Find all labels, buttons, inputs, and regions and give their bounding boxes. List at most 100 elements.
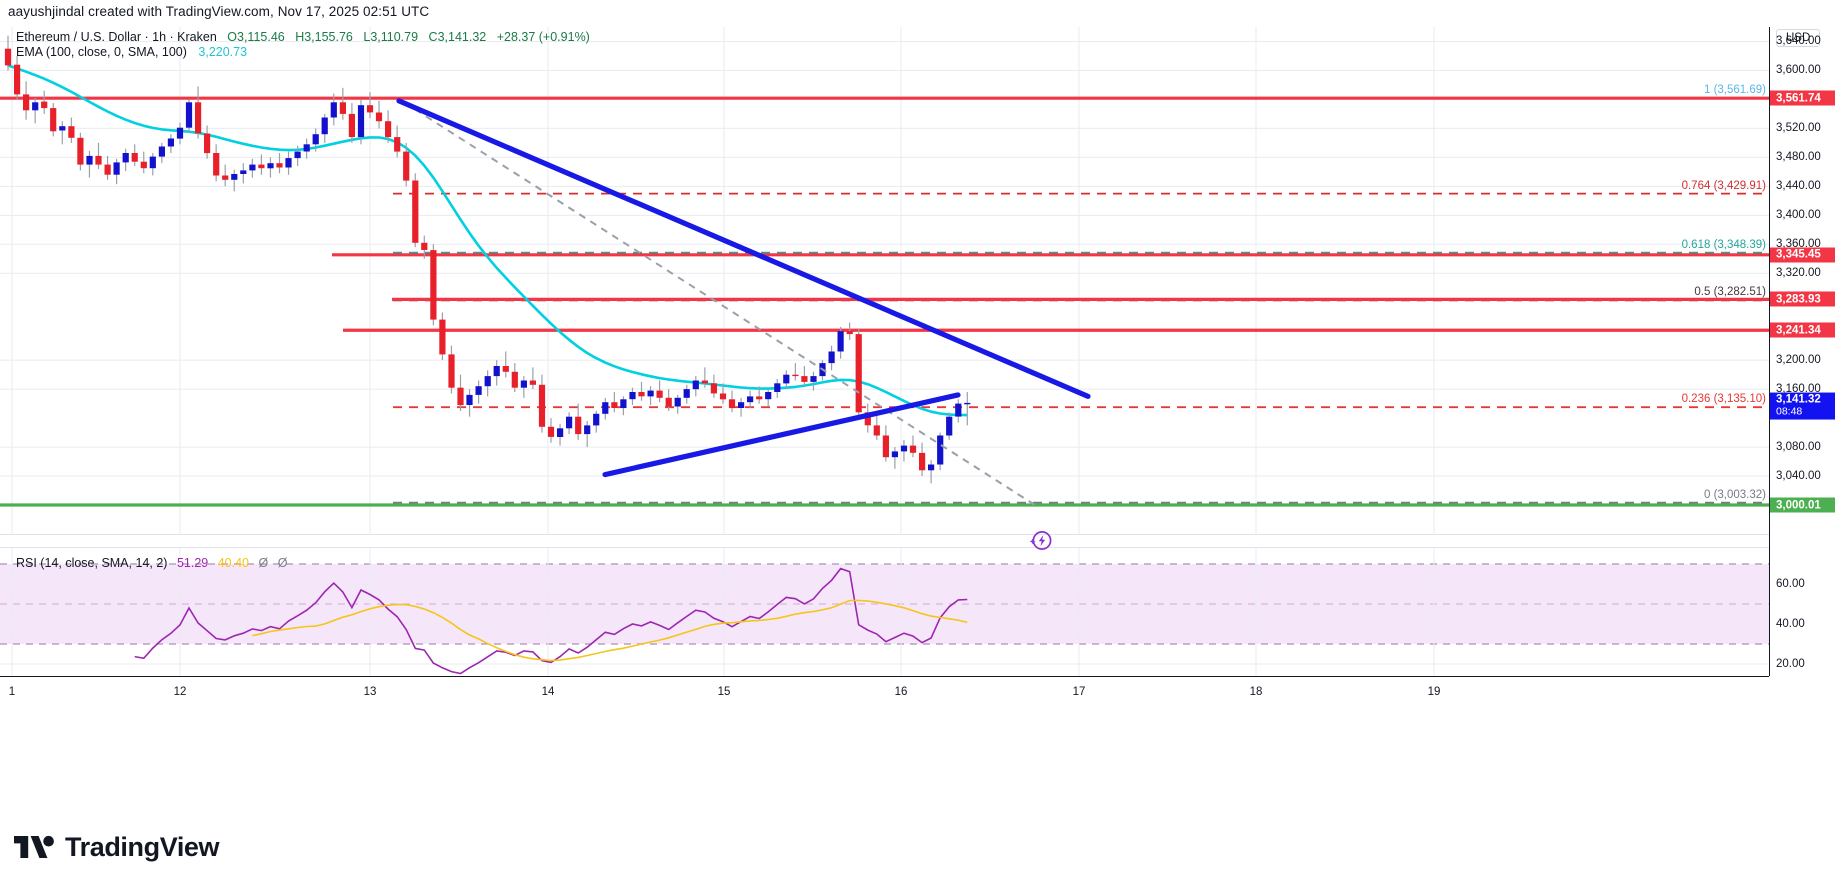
candle-body xyxy=(258,164,265,169)
candle-body xyxy=(303,144,310,152)
candle-body xyxy=(131,153,138,162)
price-axis-badge[interactable]: 3,283.93 xyxy=(1770,291,1835,307)
price-scale[interactable]: USD 3,640.00 3,600.00 3,520.00 3,480.00 3,44… xyxy=(1769,27,1835,676)
candle-body xyxy=(747,396,754,403)
rsi-line xyxy=(134,567,968,675)
candle-body xyxy=(493,366,500,377)
ohlc-change: +28.37 (+0.91%) xyxy=(496,30,590,44)
rsi-indicator-legend[interactable]: RSI (14, close, SMA, 14, 2) 51.29 40.40 … xyxy=(16,556,287,570)
tradingview-logo[interactable]: TradingView xyxy=(14,832,220,863)
price-axis-tick: 3,360.00 xyxy=(1776,238,1821,251)
candle-body xyxy=(864,412,871,426)
rsi-value: 51.29 xyxy=(176,556,209,570)
ohlc-open: O3,115.46 xyxy=(227,30,285,44)
candle-body xyxy=(620,399,627,408)
ohlc-close: C3,141.32 xyxy=(428,30,487,44)
candle-body xyxy=(195,102,202,134)
rsi-ma-line xyxy=(252,599,968,662)
ema-line xyxy=(7,64,968,417)
candle-body xyxy=(575,416,582,435)
candle-body xyxy=(783,374,790,384)
candle-body xyxy=(222,175,229,180)
candle-body xyxy=(665,397,672,407)
candle-body xyxy=(421,242,428,250)
tradingview-wordmark: TradingView xyxy=(65,832,220,862)
candle-body xyxy=(475,386,482,395)
candlestick-series[interactable] xyxy=(4,35,971,484)
candle-body xyxy=(900,445,908,452)
rsi-chart-canvas xyxy=(0,548,1769,676)
fib-level-label: 0.236 (3,135.10) xyxy=(1681,393,1766,406)
price-axis-tick: 3,080.00 xyxy=(1776,441,1821,454)
candle-body xyxy=(23,94,30,111)
currency-label[interactable]: USD xyxy=(1776,29,1821,47)
price-axis-badge[interactable]: 3,241.34 xyxy=(1770,322,1835,338)
price-chart-pane[interactable] xyxy=(0,27,1769,534)
candle-body xyxy=(529,380,536,385)
rsi-title: RSI (14, close, SMA, 14, 2) xyxy=(16,556,168,570)
candle-body xyxy=(928,464,935,471)
candle-body xyxy=(149,156,156,169)
candle-body xyxy=(330,102,337,118)
candle-body xyxy=(909,445,917,453)
candle-body xyxy=(538,384,546,427)
candle-body xyxy=(185,102,193,128)
lightning-sparkle-icon[interactable] xyxy=(1027,528,1053,559)
time-axis-tick: 15 xyxy=(717,686,731,698)
candle-body xyxy=(647,390,654,397)
time-axis-tick: 12 xyxy=(173,686,187,698)
candle-body xyxy=(692,380,699,390)
candle-body xyxy=(611,402,618,408)
ohlc-low: L3,110.79 xyxy=(363,30,419,44)
ema-indicator-legend[interactable]: EMA (100, close, 0, SMA, 100) 3,220.73 xyxy=(16,45,247,59)
rsi-axis-tick: 60.00 xyxy=(1776,578,1805,590)
candle-body xyxy=(738,402,745,408)
candle-body xyxy=(955,403,962,417)
candle-body xyxy=(656,390,663,398)
candle-body xyxy=(86,155,93,165)
rsi-ma-value: 40.40 xyxy=(217,556,249,570)
time-axis-tick: 16 xyxy=(894,686,908,698)
candle-body xyxy=(321,117,328,135)
price-axis-badge[interactable]: 3,561.74 xyxy=(1770,90,1835,106)
candle-body xyxy=(59,126,66,131)
candle-body xyxy=(557,428,564,437)
descending-resistance-trendline[interactable] xyxy=(396,98,1091,399)
main-series-legend[interactable]: Ethereum / U.S. Dollar · 1h · Kraken O3,… xyxy=(16,30,590,44)
candle-body xyxy=(566,416,573,429)
fib-level-label: 0 (3,003.32) xyxy=(1703,488,1766,501)
candle-body xyxy=(873,425,880,436)
price-badge-time: 08:48 xyxy=(1776,405,1803,418)
price-axis-tick: 3,200.00 xyxy=(1776,354,1821,367)
candle-body xyxy=(683,389,690,398)
candle-body xyxy=(837,331,844,352)
candle-body xyxy=(430,250,437,320)
rsi-indicator-pane[interactable] xyxy=(0,548,1769,676)
candle-body xyxy=(846,331,853,335)
candle-body xyxy=(339,102,346,114)
footer-bar: TradingView xyxy=(0,714,1835,883)
candle-body xyxy=(638,392,645,397)
candle-body xyxy=(792,374,799,377)
candle-body xyxy=(765,392,772,400)
candle-body xyxy=(511,371,518,388)
candle-body xyxy=(629,392,636,400)
candle-body xyxy=(403,151,410,181)
candle-body xyxy=(828,351,835,364)
ascending-support-trendline[interactable] xyxy=(602,392,961,478)
candle-body xyxy=(547,426,555,437)
time-scale[interactable]: 1 12 13 14 15 16 17 18 19 xyxy=(0,676,1769,714)
candle-body xyxy=(882,435,889,458)
candle-body xyxy=(674,397,681,407)
price-axis-badge[interactable]: 3,345.45 xyxy=(1770,247,1835,263)
price-axis-badge[interactable]: 3,000.01 xyxy=(1770,497,1835,513)
candle-body xyxy=(122,153,129,163)
candle-body xyxy=(502,366,509,372)
candle-body xyxy=(457,387,464,406)
rsi-extra-1: Ø xyxy=(258,556,269,570)
candle-body xyxy=(448,354,455,388)
price-axis-badge[interactable]: 3,141.32 08:48 xyxy=(1770,392,1835,420)
time-axis-tick: 19 xyxy=(1427,686,1441,698)
candle-body xyxy=(104,164,111,175)
price-axis-tick: 3,400.00 xyxy=(1776,209,1821,222)
